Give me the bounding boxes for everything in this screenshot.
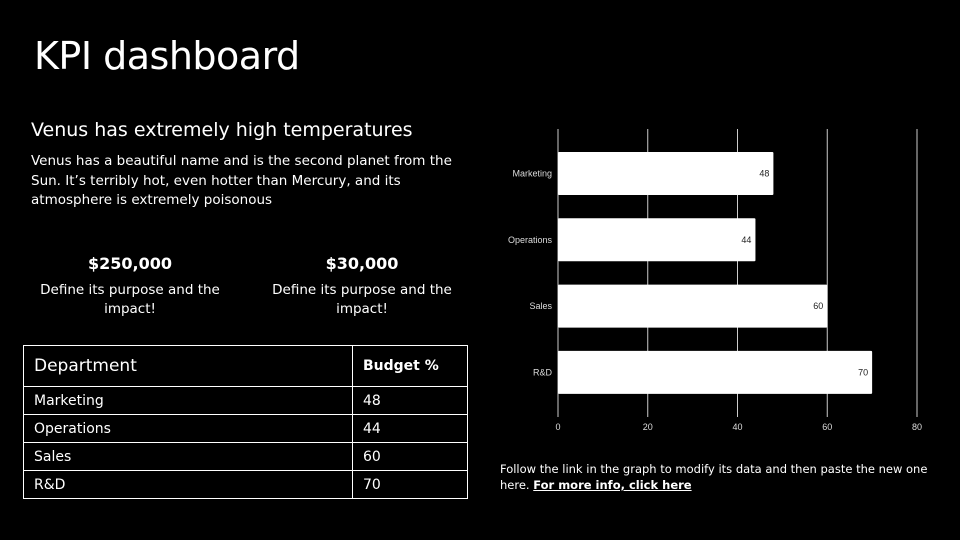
category-label: Marketing [512,169,552,179]
kpi-2: $30,000 Define its purpose and the impac… [262,254,462,319]
header-department: Department [23,345,353,387]
budget-table: Department Budget % Marketing 48 Operatio… [23,345,468,499]
category-label: R&D [533,367,553,377]
category-label: Operations [508,235,553,245]
cell: Operations [23,414,353,443]
data-label: 48 [759,169,769,179]
data-label: 60 [813,301,823,311]
description: Venus has a beautiful name and is the se… [31,153,452,208]
subtitle: Venus has extremely high temperatures [31,119,413,141]
page-title: KPI dashboard [34,34,300,78]
note-text: Follow the link in the graph to modify i… [500,462,928,492]
category-label: Sales [529,301,552,311]
bar [558,284,828,328]
kpi-desc: Define its purpose and the impact! [40,282,220,317]
cell: 70 [352,470,468,499]
table-row: Sales 60 [23,442,468,471]
cell: 48 [352,386,468,415]
bar [558,152,774,195]
more-info-link[interactable]: For more info, click here [533,478,692,492]
x-tick-label: 0 [555,422,560,432]
data-label: 70 [858,367,868,377]
chart-note: Follow the link in the graph to modify i… [500,461,940,493]
x-tick-label: 80 [912,422,922,432]
x-tick-label: 40 [732,422,742,432]
data-label: 44 [741,235,751,245]
cell: 60 [352,442,468,471]
x-tick-label: 60 [822,422,832,432]
bar [558,218,756,262]
table-row: R&D 70 [23,470,468,499]
x-tick-label: 20 [643,422,653,432]
kpi-desc: Define its purpose and the impact! [272,282,452,317]
cell: R&D [23,470,353,499]
cell: Sales [23,442,353,471]
kpi-value: $250,000 [87,254,172,273]
kpi-1: $250,000 Define its purpose and the impa… [30,254,230,319]
table-header: Department Budget % [23,345,468,387]
bar [558,350,873,394]
kpi-value: $30,000 [325,254,399,273]
header-budget: Budget % [352,345,468,387]
